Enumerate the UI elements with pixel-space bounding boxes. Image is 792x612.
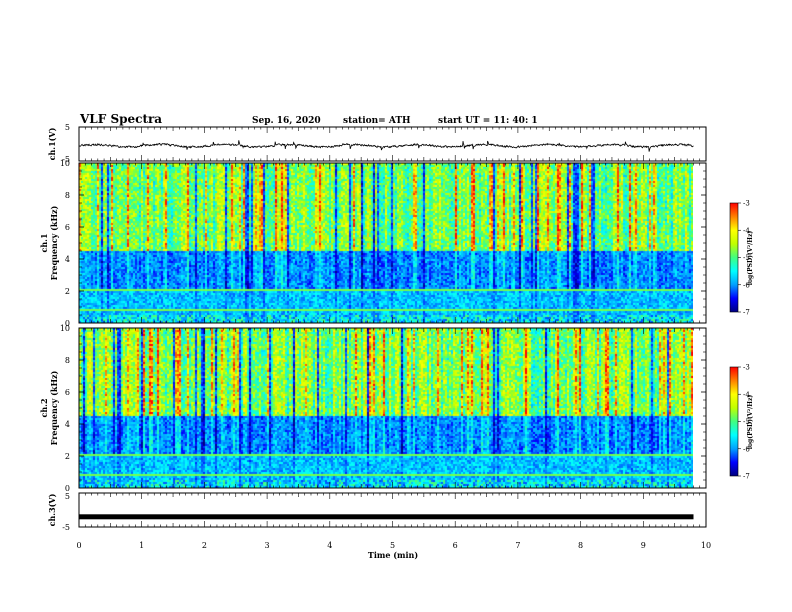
ytick-label: 0 [65, 484, 70, 493]
ch3-waveform-ticks [78, 493, 707, 527]
ch1-waveform-ylabel: ch.1(V) [47, 127, 57, 160]
ch2-spectrogram-image [79, 328, 693, 488]
ch2-spectrogram-yticks: 0 2 4 6 8 10 [60, 324, 706, 493]
ch2-spectrogram-ticks [78, 328, 707, 488]
x-axis-tick-labels: 0 1 2 3 4 5 6 7 8 9 10 [76, 541, 711, 550]
ch1-waveform-panel: 5 -5 ch.1(V) [47, 123, 707, 164]
colorbar-tick-label: -5 [743, 254, 750, 262]
xtick-label: 9 [641, 541, 646, 550]
ch3-ytick-bottom: -5 [62, 523, 70, 532]
ch3-waveform-panel: 5 -5 ch.3(V) [47, 492, 707, 532]
ch2-colorbar-ticks: -3 -4 -5 -6 -7 [738, 364, 750, 481]
ytick-label: 10 [60, 324, 70, 333]
xtick-label: 2 [202, 541, 207, 550]
colorbar-tick-label: -7 [743, 309, 750, 317]
ch1-waveform-trace [78, 140, 694, 152]
header-date: Sep. 16, 2020 [252, 116, 321, 126]
xtick-label: 5 [390, 541, 395, 550]
ytick-label: 8 [65, 356, 70, 365]
colorbar-tick-label: -7 [743, 473, 750, 481]
ch2-spectrogram-ylabel: Frequency (kHz) [49, 370, 59, 445]
ch1-ytick-bottom: -5 [62, 155, 70, 164]
colorbar-tick-label: -6 [743, 445, 750, 453]
xtick-label: 4 [327, 541, 332, 550]
spectrogram-raster [79, 328, 693, 488]
ytick-label: 6 [65, 388, 70, 397]
colorbar-tick-label: -3 [743, 200, 750, 208]
header-station: station= ATH [343, 116, 411, 126]
header-start-time: start UT = 11: 40: 1 [438, 116, 538, 126]
xtick-label: 0 [76, 541, 81, 550]
spectrogram-raster [79, 163, 693, 323]
ch2-spectrogram-ylabel-channel: ch.2 [39, 398, 49, 417]
ch1-colorbar-ticks: -3 -4 -5 -6 -7 [738, 200, 750, 317]
ch3-waveform-ylabel: ch.3(V) [47, 493, 57, 526]
figure-title: VLF Spectra [79, 112, 162, 126]
ch1-spectrogram-ylabel: Frequency (kHz) [49, 205, 59, 280]
ytick-label: 6 [65, 223, 70, 232]
ch1-spectrogram-yticks: 0 2 4 6 8 10 [60, 159, 706, 328]
ch1-spectrogram-panel: 0 2 4 6 8 10 ch.1 Frequency (kHz) [39, 159, 707, 328]
ch1-ytick-top: 5 [65, 123, 70, 132]
ch1-colorbar: -3 -4 -5 -6 -7 log(PSD)(V²/Hz) [729, 200, 754, 317]
ytick-label: 10 [60, 159, 70, 168]
ch1-spectrogram-ylabel-channel: ch.1 [39, 233, 49, 252]
ch2-colorbar-label: log(PSD)(V²/Hz) [747, 395, 754, 450]
ch3-ytick-top: 5 [65, 492, 70, 501]
ch3-waveform-trace [79, 514, 694, 520]
xtick-label: 7 [515, 541, 520, 550]
xtick-label: 8 [578, 541, 583, 550]
ch1-spectrogram-image [79, 163, 693, 323]
ch2-colorbar-scale [729, 366, 739, 477]
colorbar-tick-label: -4 [743, 391, 750, 399]
ytick-label: 2 [65, 452, 70, 461]
ytick-label: 4 [65, 255, 70, 264]
ch1-colorbar-scale [729, 202, 739, 313]
xtick-label: 1 [139, 541, 144, 550]
ch1-colorbar-label: log(PSD)(V²/Hz) [747, 231, 754, 286]
colorbar-tick-label: -5 [743, 418, 750, 426]
x-axis-label: Time (min) [368, 550, 418, 560]
ytick-label: 0 [65, 319, 70, 328]
colorbar-tick-label: -6 [743, 281, 750, 289]
xtick-label: 3 [265, 541, 270, 550]
ch1-spectrogram-ticks [78, 163, 707, 323]
ch2-colorbar: -3 -4 -5 -6 -7 log(PSD)(V²/Hz) [729, 364, 754, 481]
ytick-label: 2 [65, 287, 70, 296]
ch2-spectrogram-panel: 0 2 4 6 8 10 ch.2 Frequency (kHz) [39, 324, 707, 493]
xtick-label: 10 [701, 541, 711, 550]
xtick-label: 6 [453, 541, 458, 550]
colorbar-tick-label: -3 [743, 364, 750, 372]
colorbar-tick-label: -4 [743, 227, 750, 235]
ch1-waveform-ticks [78, 127, 707, 161]
ytick-label: 8 [65, 191, 70, 200]
ytick-label: 4 [65, 420, 70, 429]
